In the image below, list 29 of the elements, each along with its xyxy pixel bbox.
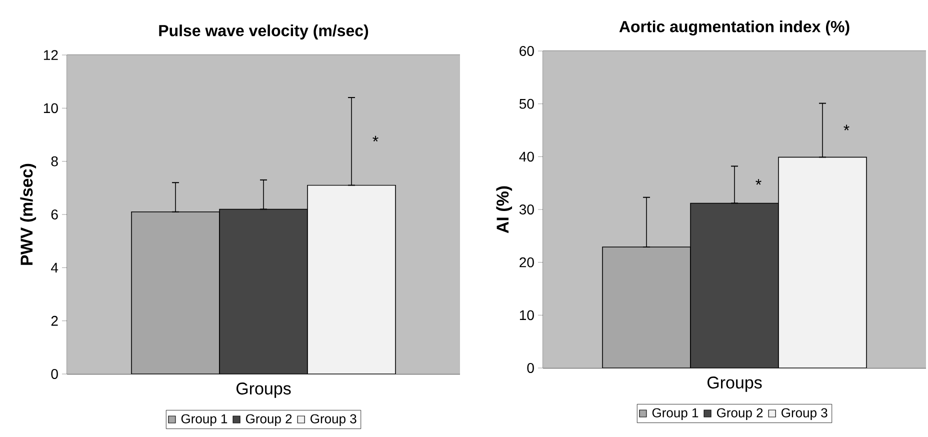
x-tick-label: Groups [707, 376, 762, 392]
y-tick-label: 6 [51, 210, 58, 220]
y-tick-label: 0 [51, 369, 58, 379]
y-tick-label: 10 [520, 310, 534, 320]
legend-label: Group 3 [310, 414, 356, 426]
legend-label: Group 1 [652, 408, 698, 420]
y-tick-label: 4 [51, 262, 58, 272]
y-tick-label: 20 [520, 257, 534, 268]
y-tick-label: 60 [520, 46, 534, 56]
legend-label: Group 2 [246, 414, 292, 426]
x-tick-label: Groups [236, 382, 291, 398]
chart-title: Pulse wave velocity (m/sec) [159, 24, 368, 40]
annotation: * [756, 179, 762, 185]
y-tick-label: 40 [519, 152, 534, 162]
y-tick-label: 10 [44, 103, 58, 114]
chart-title: Aortic augmentation index (%) [619, 20, 850, 36]
legend-label: Group 3 [782, 408, 828, 420]
annotation: * [844, 124, 850, 130]
legend-label: Group 1 [181, 414, 228, 426]
y-axis-title: AI (%) [496, 186, 512, 234]
y-tick-label: 12 [44, 50, 58, 60]
legend-label: Group 2 [716, 408, 763, 420]
y-tick-label: 50 [519, 98, 534, 109]
y-axis-title: PWV (m/sec) [20, 164, 36, 265]
y-tick-label: 30 [519, 204, 534, 214]
y-tick-label: 2 [51, 316, 58, 326]
y-tick-label: 0 [527, 363, 534, 373]
annotation: * [372, 136, 378, 142]
y-tick-label: 8 [51, 156, 58, 166]
